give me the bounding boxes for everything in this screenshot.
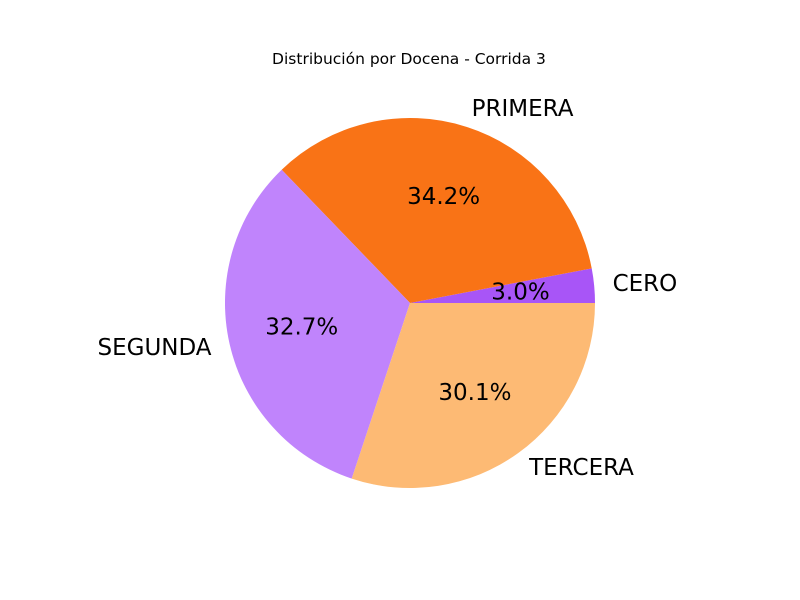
pie-slice-segunda [224,169,410,479]
chart-title: Distribución por Docena - Corrida 3 [272,50,546,68]
pct-label-tercera: 30.1% [438,380,511,406]
pie-slice-primera [281,117,592,303]
pct-label-primera: 34.2% [407,184,480,210]
slice-label-segunda: SEGUNDA [97,335,211,361]
pie-slice-tercera [351,303,595,488]
pct-label-segunda: 32.7% [265,315,338,341]
pct-label-cero: 3.0% [491,280,549,306]
pie-slice-cero [410,268,595,303]
slice-label-tercera: TERCERA [528,455,634,481]
pie-slices [224,117,595,488]
slice-label-primera: PRIMERA [472,96,574,122]
slice-label-cero: CERO [613,271,678,297]
pie-labels: CERO 3.0% PRIMERA 34.2% SEGUNDA 32.7% TERCERA 3… [97,96,677,481]
